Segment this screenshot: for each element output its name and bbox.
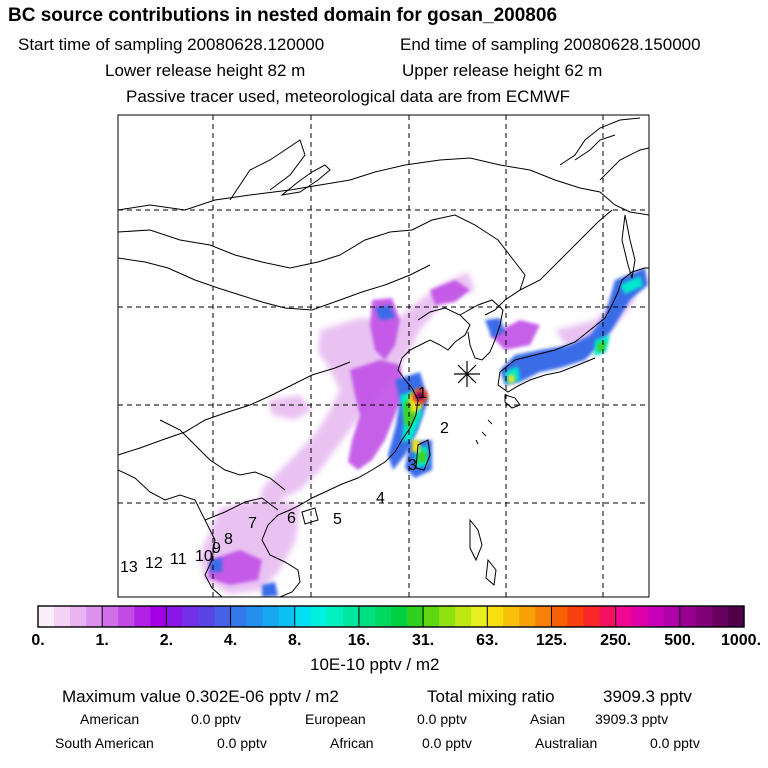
colorbar-cell	[166, 606, 184, 627]
australian-label: Australian	[535, 735, 598, 751]
colorbar-tick-label: 4.	[224, 632, 237, 649]
colorbar-cell	[487, 606, 504, 627]
colorbar-cell	[455, 606, 472, 627]
asian-label: Asian	[530, 711, 566, 727]
colorbar-cell	[326, 606, 344, 627]
colorbar-frame	[37, 605, 745, 628]
colorbar-tick-label: 2.	[160, 632, 173, 649]
european-label: European	[305, 711, 366, 727]
colorbar-unit-label: 10E-10 pptv / m2	[310, 655, 440, 674]
colorbar-cell	[102, 606, 119, 627]
american-value: 0.0 pptv	[191, 711, 241, 727]
colorbar-cell	[503, 606, 520, 627]
upper-release-label: Upper release height 62 m	[402, 61, 603, 80]
colorbar-cell	[230, 606, 248, 627]
source-region-label: 4	[376, 490, 385, 507]
colorbar-cell	[519, 606, 537, 627]
colorbar-tick-label: 1.	[96, 632, 109, 649]
start-time-label: Start time of sampling 20080628.120000	[18, 35, 325, 54]
source-region-label: 7	[248, 515, 257, 532]
colorbar-cell	[246, 606, 264, 627]
colorbar-cell	[70, 606, 87, 627]
australian-value: 0.0 pptv	[650, 735, 700, 751]
colorbar-tick-label: 8.	[288, 632, 301, 649]
colorbar-tick-label: 31.	[412, 632, 434, 649]
maximum-value-label: Maximum value 0.302E-06 pptv / m2	[62, 687, 339, 706]
colorbar-cell	[679, 606, 697, 627]
source-region-label: 6	[287, 510, 296, 527]
african-label: African	[330, 735, 374, 751]
colorbar-tick-label: 63.	[476, 632, 498, 649]
map-frame	[117, 114, 650, 598]
end-time-label: End time of sampling 20080628.150000	[400, 35, 701, 54]
colorbar-cell	[695, 606, 713, 627]
south-american-label: South American	[55, 735, 154, 751]
source-region-label: 10	[195, 548, 213, 565]
coastlines	[118, 117, 649, 597]
colorbar-cell	[198, 606, 216, 627]
plot-title: BC source contributions in nested domain…	[8, 5, 558, 26]
source-region-label: 8	[224, 531, 233, 548]
colorbar-cell	[583, 606, 601, 627]
colorbar-cell	[391, 606, 408, 627]
south-american-value: 0.0 pptv	[217, 735, 267, 751]
asian-value: 3909.3 pptv	[595, 711, 669, 727]
colorbar-tick-label: 0.	[31, 632, 44, 649]
american-label: American	[80, 711, 140, 727]
colorbar-cell	[439, 606, 456, 627]
colorbar-cell	[118, 606, 135, 627]
colorbar-cell	[631, 606, 649, 627]
source-region-label: 12	[145, 555, 163, 572]
colorbar-cell	[214, 606, 232, 627]
colorbar-cell	[615, 606, 633, 627]
source-region-label: 5	[333, 511, 342, 528]
colorbar-tick-label: 250.	[600, 632, 631, 649]
european-value: 0.0 pptv	[417, 711, 467, 727]
colorbar-cell	[647, 606, 665, 627]
colorbar-cell	[423, 606, 440, 627]
graticule	[118, 115, 649, 597]
colorbar-cell	[567, 606, 585, 627]
colorbar-cell	[358, 606, 376, 627]
tracer-note: Passive tracer used, meteorological data…	[126, 87, 571, 106]
african-value: 0.0 pptv	[422, 735, 472, 751]
colorbar-cell	[551, 606, 569, 627]
colorbar-cell	[278, 606, 296, 627]
colorbar-cell	[471, 606, 488, 627]
lower-release-label: Lower release height 82 m	[105, 61, 306, 80]
source-region-label: 2	[440, 420, 449, 437]
colorbar-cell	[599, 606, 617, 627]
source-region-label: 13	[120, 559, 138, 576]
colorbar-cell	[663, 606, 681, 627]
colorbar-cell	[727, 606, 745, 627]
colorbar-tick-label: 125.	[536, 632, 567, 649]
colorbar-cell	[342, 606, 360, 627]
colorbar-cell	[711, 606, 729, 627]
colorbar-cell	[374, 606, 392, 627]
colorbar-cell	[54, 606, 71, 627]
source-region-label: 3	[408, 457, 417, 474]
colorbar-cell	[535, 606, 553, 627]
colorbar-tick-label: 500.	[664, 632, 695, 649]
colorbar-cell	[182, 606, 200, 627]
colorbar-tick-label: 1000.	[721, 632, 761, 649]
total-mixing-label: Total mixing ratio	[427, 687, 555, 706]
colorbar-tick-label: 16.	[348, 632, 370, 649]
source-region-label: 11	[170, 551, 187, 568]
colorbar-cell	[150, 606, 167, 627]
colorbar-cell	[262, 606, 280, 627]
source-region-label: 1	[418, 385, 427, 402]
receptor-marker	[454, 361, 480, 387]
colorbar-cell	[407, 606, 424, 627]
colorbar-cell	[38, 606, 55, 627]
colorbar-cell	[86, 606, 103, 627]
total-mixing-value: 3909.3 pptv	[603, 687, 692, 706]
colorbar-cell	[294, 606, 312, 627]
colorbar-cell	[134, 606, 151, 627]
colorbar-cell	[310, 606, 328, 627]
source-region-label: 9	[212, 540, 221, 557]
